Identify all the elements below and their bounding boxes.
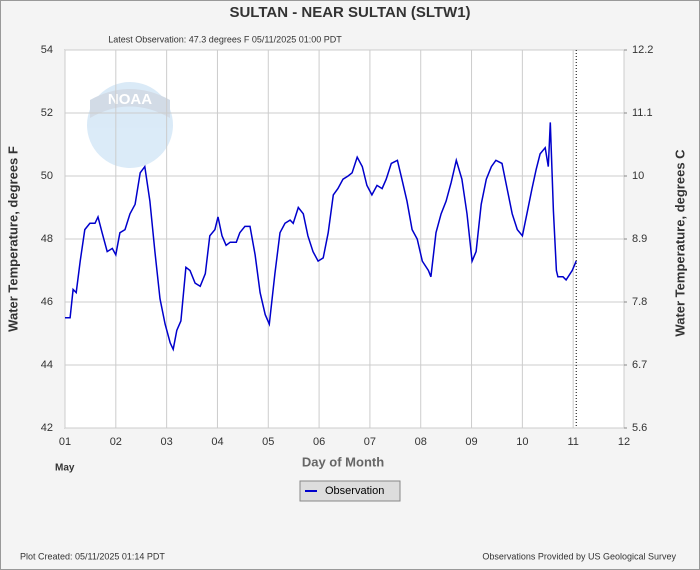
y2-axis-label: Water Temperature, degrees C xyxy=(672,149,687,337)
x-tick-label: 07 xyxy=(364,436,376,448)
x-tick-label: 04 xyxy=(211,436,223,448)
y2-tick-label: 8.9 xyxy=(632,233,647,245)
logo-circle xyxy=(87,82,173,168)
y-tick-label: 42 xyxy=(41,422,53,434)
logo xyxy=(87,82,173,168)
month-label: May xyxy=(55,463,75,474)
logo-text: NOAA xyxy=(108,91,152,108)
x-tick-label: 09 xyxy=(465,436,477,448)
y2-tick-label: 11.1 xyxy=(632,107,653,119)
y2-tick-label: 10 xyxy=(632,170,644,182)
x-tick-label: 05 xyxy=(262,436,274,448)
x-axis-label: Day of Month xyxy=(302,454,384,469)
y-tick-label: 46 xyxy=(41,296,53,308)
y-tick-label: 50 xyxy=(41,170,53,182)
subtitle: Latest Observation: 47.3 degrees F 05/11… xyxy=(108,34,342,44)
footer-left: Plot Created: 05/11/2025 01:14 PDT xyxy=(20,551,165,561)
y-tick-label: 54 xyxy=(41,44,53,56)
x-tick-label: 02 xyxy=(110,436,122,448)
logo-band xyxy=(90,89,170,118)
x-tick-label: 11 xyxy=(567,436,578,448)
y2-tick-label: 6.7 xyxy=(632,359,647,371)
chart-title: SULTAN - NEAR SULTAN (SLTW1) xyxy=(229,4,470,21)
legend xyxy=(299,480,401,502)
y2-tick-label: 7.8 xyxy=(632,296,647,308)
series-line xyxy=(65,122,577,352)
y2-tick-label: 5.6 xyxy=(632,422,647,434)
x-tick-label: 03 xyxy=(161,436,173,448)
y-tick-label: 52 xyxy=(41,107,53,119)
x-tick-label: 10 xyxy=(516,436,528,448)
legend-label: Observation xyxy=(325,485,384,497)
y-tick-label: 48 xyxy=(41,233,53,245)
y-tick-label: 44 xyxy=(41,359,53,371)
x-tick-label: 12 xyxy=(618,436,630,448)
y2-tick-label: 12.2 xyxy=(632,44,653,56)
y-axis-label: Water Temperature, degrees F xyxy=(5,146,20,332)
footer-right: Observations Provided by US Geological S… xyxy=(482,551,676,561)
x-tick-label: 08 xyxy=(415,436,427,448)
x-tick-label: 06 xyxy=(313,436,325,448)
x-tick-label: 01 xyxy=(59,436,71,448)
